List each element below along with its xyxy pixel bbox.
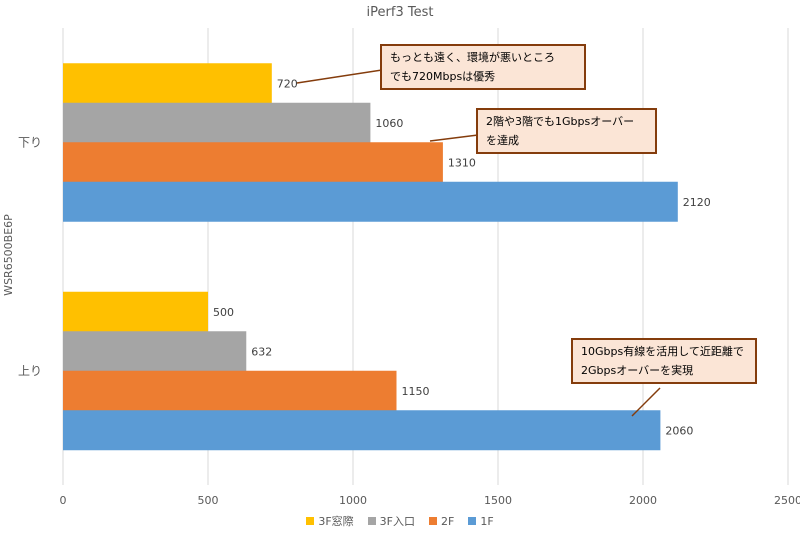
x-tick-label: 0 (60, 494, 67, 507)
bar-3F窓際-下り (63, 63, 272, 104)
legend-item: 1F (468, 514, 494, 528)
callout-0-line-1: もっとも遠く、環境が悪いところ (390, 51, 555, 64)
x-tick-labels: 0 500 1000 1500 2000 2500 (60, 494, 800, 507)
legend-label: 3F入口 (379, 515, 415, 528)
chart-title: iPerf3 Test (367, 5, 434, 20)
bar-3F入口-下り (63, 102, 371, 143)
category-label: 下り (18, 135, 42, 149)
value-label: 1060 (375, 117, 403, 130)
legend-swatch (306, 517, 315, 525)
value-label: 632 (251, 345, 272, 358)
callout-0: もっとも遠く、環境が悪いところ でも720Mbpsは優秀 (380, 44, 586, 90)
bar-3F窓際-上り (63, 291, 208, 332)
value-labels: 720 1060 1310 2120 500 632 1150 2060 (213, 77, 711, 437)
legend-item: 2F (429, 515, 454, 528)
legend-label: 3F窓際 (318, 515, 354, 528)
callout-leader-1 (429, 134, 479, 142)
legend-swatch (468, 517, 477, 525)
callout-2-line-2: 2Gbpsオーバーを実現 (581, 364, 694, 377)
legend-swatch (429, 517, 437, 525)
bar-1F-上り (63, 410, 661, 451)
callout-leader-2 (631, 387, 661, 417)
x-tick-label: 2500 (774, 494, 800, 507)
callout-1-line-1: 2階や3階でも1Gbpsオーバー (486, 115, 635, 128)
callout-0-line-2: でも720Mbpsは優秀 (390, 70, 496, 83)
bar-3F入口-上り (63, 331, 247, 372)
x-tick-label: 1000 (339, 494, 367, 507)
x-tick-label: 2000 (629, 494, 657, 507)
bar-1F-下り (63, 181, 678, 222)
callout-1: 2階や3階でも1Gbpsオーバー を達成 (476, 108, 657, 154)
value-label: 2060 (665, 424, 693, 437)
callout-2: 10Gbps有線を活用して近距離で 2Gbpsオーバーを実現 (571, 338, 757, 384)
callout-leader-lines (296, 69, 661, 417)
bar-2F-下り (63, 142, 443, 183)
category-label: 上り (18, 364, 42, 378)
value-label: 1310 (448, 156, 476, 169)
callout-1-line-2: を達成 (486, 134, 519, 147)
bars (63, 63, 678, 451)
value-label: 1150 (402, 385, 430, 398)
legend-label: 2F (441, 514, 455, 528)
legend-item: 3F入口 (367, 513, 415, 529)
legend: 3F窓際 3F入口 2F 1F (0, 512, 800, 530)
legend-swatch (367, 517, 376, 525)
y-axis-title: WSR6500BE6P (2, 214, 15, 296)
x-tick-label: 500 (198, 494, 219, 507)
legend-item: 3F窓際 (306, 513, 354, 529)
callout-leader-0 (296, 69, 383, 84)
value-label: 720 (277, 77, 298, 90)
value-label: 500 (213, 306, 234, 319)
bar-2F-上り (63, 370, 397, 411)
x-tick-label: 1500 (484, 494, 512, 507)
value-label: 2120 (683, 196, 711, 209)
callout-2-line-1: 10Gbps有線を活用して近距離で (581, 345, 744, 358)
legend-label: 1F (480, 514, 494, 528)
